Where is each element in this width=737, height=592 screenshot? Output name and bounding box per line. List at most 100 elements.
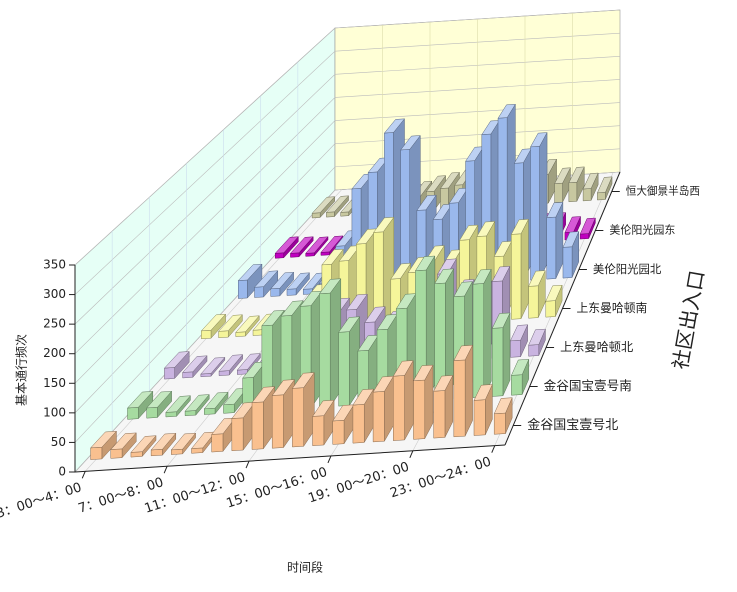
- bar-top: [286, 272, 311, 290]
- bar: [413, 364, 434, 440]
- bar-front: [110, 448, 123, 459]
- bar: [491, 312, 511, 397]
- bar-top: [425, 175, 447, 193]
- bar-top: [582, 172, 599, 190]
- bar-front: [286, 288, 297, 296]
- bar-top: [472, 269, 492, 285]
- bar: [291, 371, 315, 448]
- bar-top: [110, 432, 137, 450]
- bar-front: [597, 192, 606, 201]
- bar-top: [163, 351, 190, 369]
- bar: [493, 397, 513, 435]
- bar-front: [453, 359, 466, 438]
- y-tick-label: 100: [43, 405, 66, 419]
- bar-top: [562, 231, 580, 248]
- bar-top: [165, 395, 191, 413]
- bar: [200, 313, 227, 340]
- series-label: 上东曼哈顿南: [577, 301, 648, 315]
- bar: [270, 271, 295, 297]
- bar-top: [251, 386, 276, 403]
- x-tick: [163, 466, 168, 474]
- bar-front: [251, 401, 264, 450]
- bar: [510, 219, 529, 320]
- bar-top: [546, 202, 564, 218]
- bar: [110, 432, 137, 459]
- bar-top: [510, 219, 529, 235]
- bar: [473, 384, 493, 436]
- bar: [318, 277, 342, 408]
- bar-top: [528, 328, 546, 346]
- bar-top: [253, 270, 279, 288]
- bar-top: [400, 135, 421, 151]
- bar: [237, 263, 263, 299]
- bar: [530, 132, 548, 281]
- bar-top: [434, 268, 455, 284]
- bar-top: [271, 379, 296, 396]
- bar-top: [338, 316, 361, 333]
- bar: [235, 315, 260, 337]
- bar-front: [218, 330, 229, 339]
- bar: [546, 202, 564, 280]
- bar: [509, 324, 529, 358]
- x-tick: [81, 471, 86, 479]
- bar: [89, 430, 118, 460]
- bar-front: [271, 394, 284, 449]
- bar-front: [433, 390, 446, 439]
- bar: [472, 269, 492, 398]
- bar-top: [321, 248, 344, 266]
- bar-top: [312, 399, 335, 417]
- bar: [163, 350, 190, 380]
- bar-front: [372, 391, 385, 443]
- bar-top: [364, 306, 386, 323]
- bar: [545, 284, 563, 318]
- bar-top: [170, 432, 197, 451]
- bar-top: [596, 176, 613, 194]
- bar-front: [238, 279, 248, 299]
- bar-top: [311, 196, 336, 214]
- bar-front: [352, 404, 365, 444]
- bar-front: [491, 327, 504, 397]
- bar: [510, 359, 530, 396]
- bar: [218, 353, 244, 376]
- bar-top: [530, 132, 548, 148]
- bar-top: [579, 217, 596, 235]
- bar-top: [237, 263, 263, 281]
- x-tick-label: 3：00～4：00: [0, 480, 84, 522]
- bar-top: [476, 221, 496, 237]
- bar-top: [352, 388, 375, 406]
- bar: [289, 236, 314, 258]
- bar-top: [459, 224, 479, 241]
- bar-top: [545, 284, 563, 302]
- bar-top: [510, 359, 530, 376]
- bar: [332, 403, 355, 445]
- bar-front: [326, 211, 335, 218]
- bar-top: [413, 364, 434, 382]
- bar-front: [292, 387, 304, 448]
- y-tick-label: 350: [43, 258, 66, 272]
- bar-front: [510, 339, 521, 358]
- x-tick: [245, 460, 250, 469]
- bar: [271, 378, 296, 449]
- bar-top: [270, 272, 295, 290]
- bar-front: [182, 371, 194, 379]
- bar: [582, 172, 599, 202]
- bar-side: [464, 345, 473, 437]
- y-tick-label: 250: [43, 317, 66, 331]
- bar-top: [497, 103, 516, 119]
- bar-top: [491, 266, 511, 282]
- bar: [596, 176, 613, 201]
- series-label: 金谷国宝壹号北: [527, 417, 618, 433]
- bar-front: [223, 403, 235, 414]
- bar-front: [254, 286, 264, 298]
- bar-top: [235, 315, 260, 333]
- bar-top: [528, 270, 546, 287]
- bar-top: [453, 281, 473, 297]
- bar: [130, 435, 157, 458]
- bar-top: [383, 118, 406, 134]
- bar: [311, 196, 336, 219]
- series-label: 美伦阳光园北: [593, 262, 662, 276]
- bar: [352, 388, 375, 444]
- bar: [165, 395, 191, 418]
- bar-top: [289, 236, 314, 254]
